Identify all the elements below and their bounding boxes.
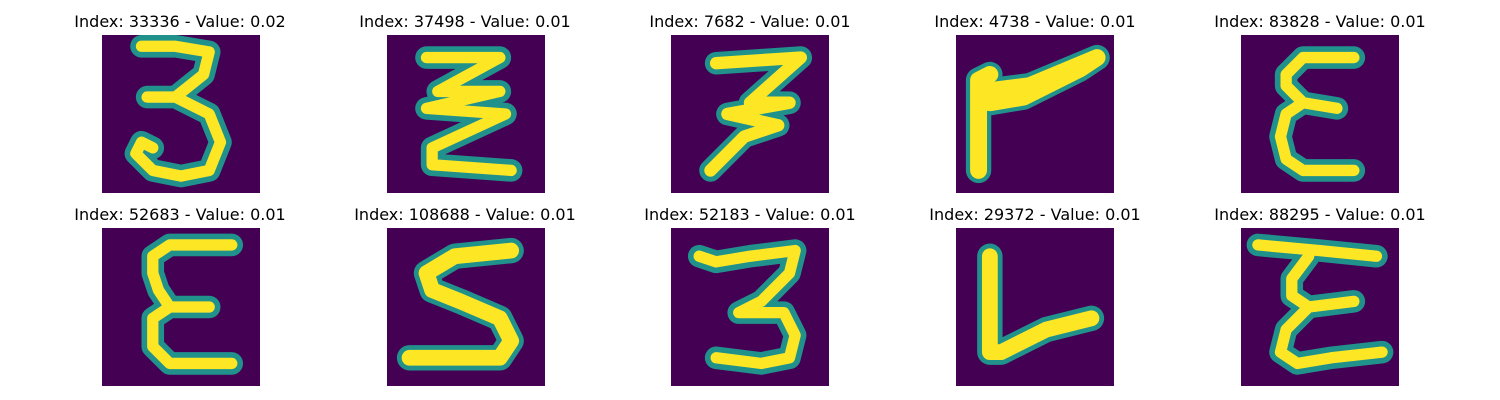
- digit-image: [102, 35, 260, 193]
- glyph-slanted-three: [699, 46, 813, 182]
- panel-title: Index: 88295 - Value: 0.01: [1214, 205, 1426, 224]
- digit-image: [956, 228, 1114, 386]
- panel-title: Index: 52183 - Value: 0.01: [644, 205, 856, 224]
- glyph-l: [977, 243, 1105, 365]
- digit-image: [387, 35, 545, 193]
- glyph-flag: [965, 44, 1110, 184]
- digit-image: [387, 228, 545, 386]
- glyph-three: [124, 35, 232, 188]
- panel-title: Index: 37498 - Value: 0.01: [359, 12, 571, 31]
- glyph-three: [687, 239, 807, 375]
- glyph-zigzag: [415, 46, 523, 182]
- panel-title: Index: 7682 - Value: 0.01: [649, 12, 851, 31]
- digit-image: [1241, 228, 1399, 386]
- digit-image: [956, 35, 1114, 193]
- glyph-epsilon: [1269, 46, 1366, 182]
- panel-title: Index: 4738 - Value: 0.01: [934, 12, 1136, 31]
- glyph-s: [396, 237, 524, 371]
- panel-title: Index: 29372 - Value: 0.01: [929, 205, 1141, 224]
- digit-image: [671, 228, 829, 386]
- digit-image: [671, 35, 829, 193]
- digit-image: [102, 228, 260, 386]
- panel-title: Index: 108688 - Value: 0.01: [354, 205, 576, 224]
- panel-title: Index: 33336 - Value: 0.02: [74, 12, 286, 31]
- digit-image: [1241, 35, 1399, 193]
- glyph-epsilon: [1246, 233, 1394, 375]
- panel-title: Index: 83828 - Value: 0.01: [1214, 12, 1426, 31]
- glyph-epsilon: [141, 233, 244, 375]
- panel-title: Index: 52683 - Value: 0.01: [74, 205, 286, 224]
